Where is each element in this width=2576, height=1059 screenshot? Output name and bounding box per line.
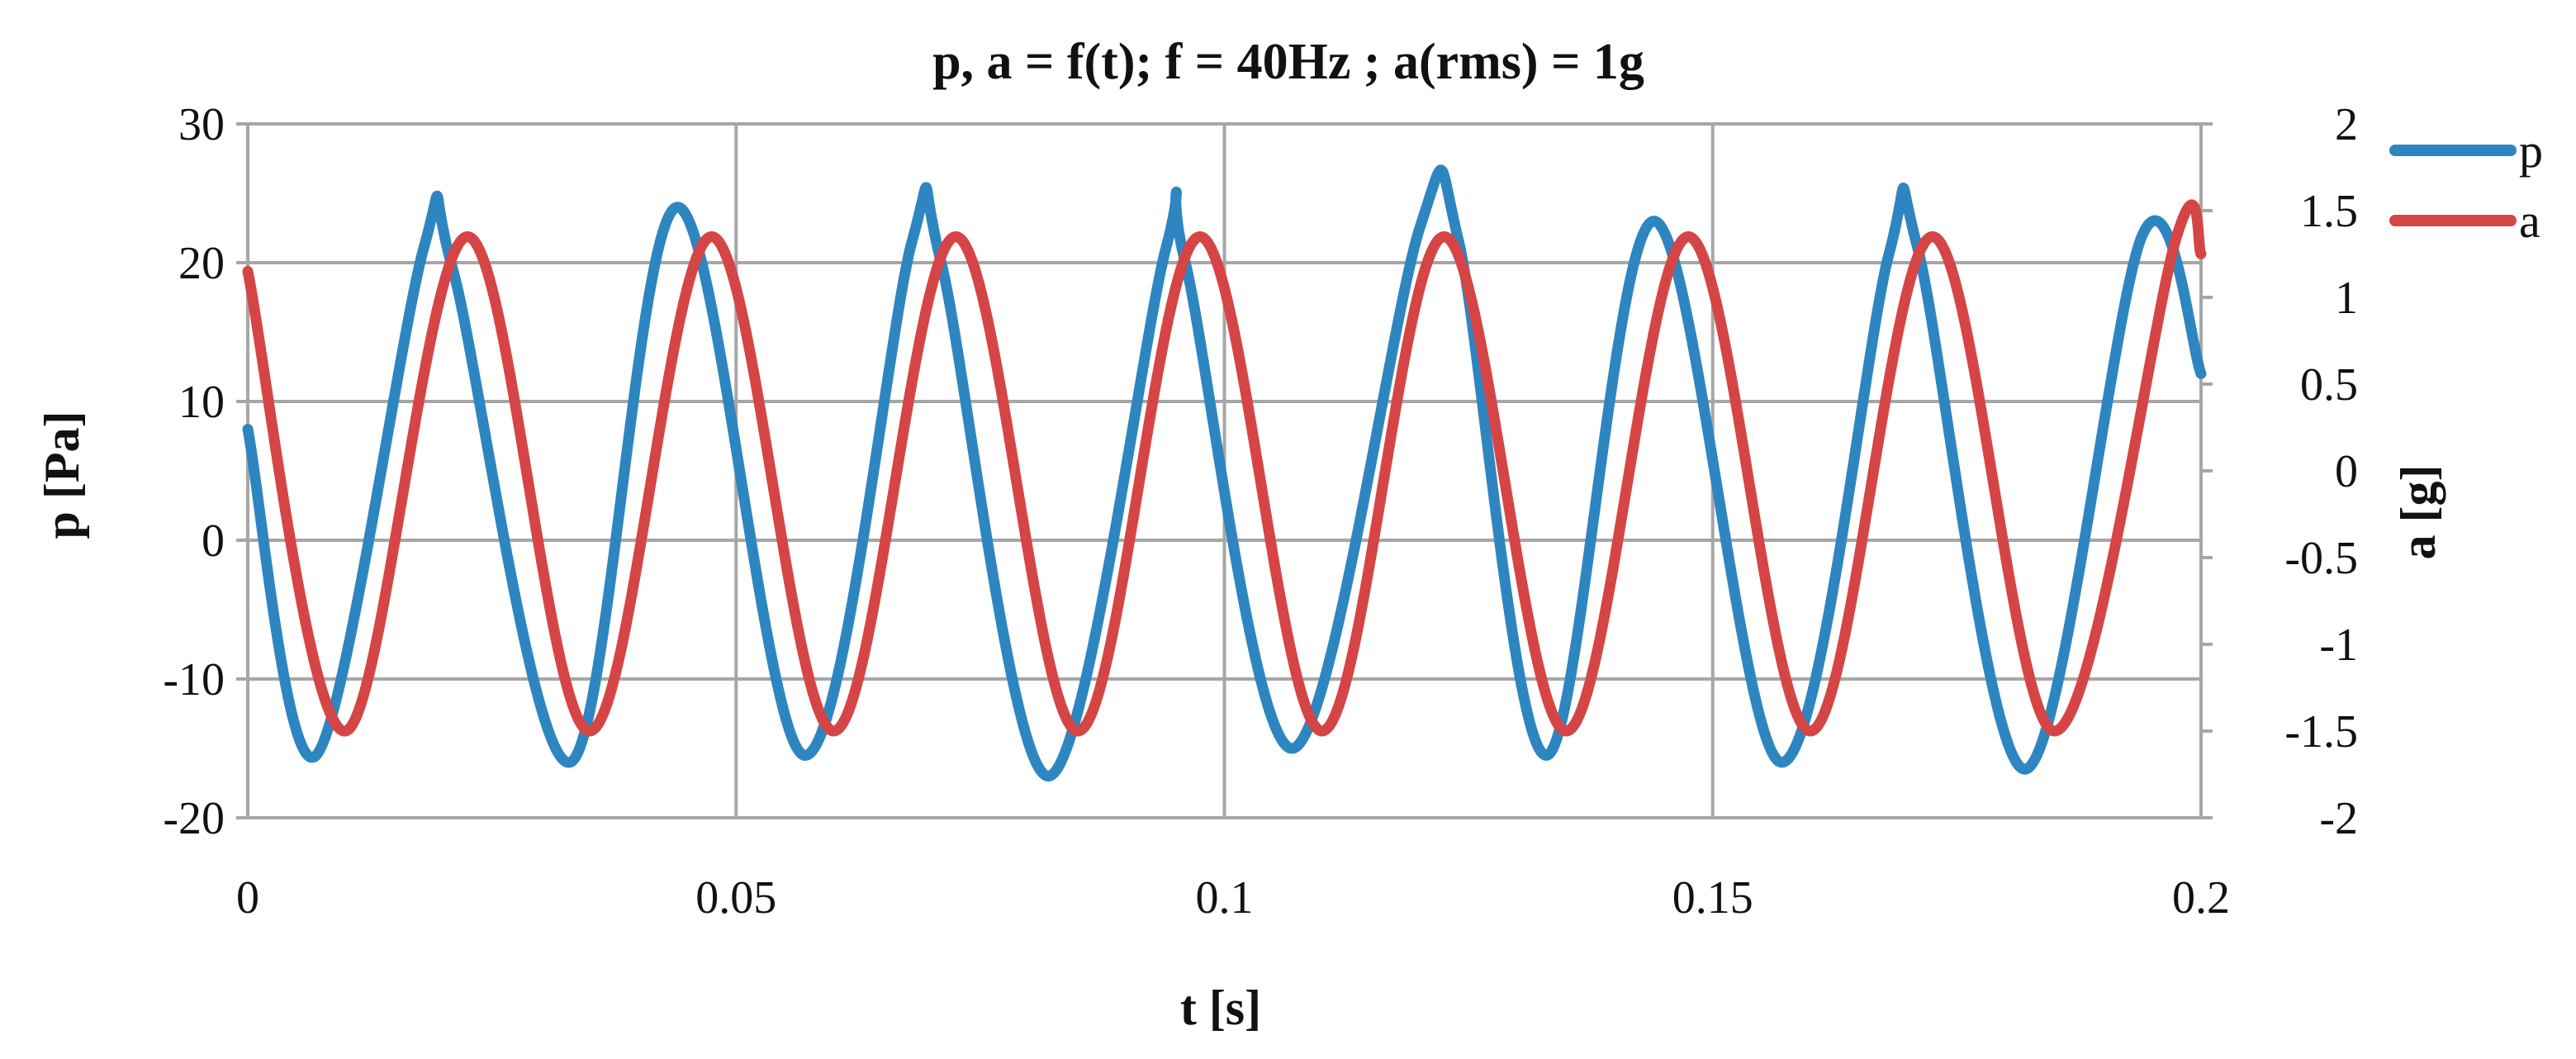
y-right-tick-label: -1 xyxy=(2319,620,2358,671)
legend: pa xyxy=(2389,124,2543,248)
series-lines xyxy=(242,164,2207,782)
x-axis-title: t [s] xyxy=(1180,981,1261,1035)
x-tick-label: 0.1 xyxy=(1196,872,1254,924)
legend-label-a: a xyxy=(2519,194,2540,248)
y-left-tick-label: 10 xyxy=(178,377,225,428)
series-line-p xyxy=(242,164,2207,782)
y-right-tick-label: -2 xyxy=(2319,793,2358,844)
y-axis-left-title: p [Pa] xyxy=(35,411,89,539)
x-tick-label: 0.05 xyxy=(695,872,776,924)
y-left-tick-label: 20 xyxy=(178,238,225,289)
chart-title: p, a = f(t); f = 40Hz ; a(rms) = 1g xyxy=(932,34,1644,90)
y-left-tick-label: -10 xyxy=(163,654,225,705)
y-right-tick-label: -0.5 xyxy=(2284,533,2358,584)
y-right-tick-label: 0 xyxy=(2335,446,2358,497)
x-tick-label: 0.15 xyxy=(1672,872,1753,924)
y-left-tick-label: 30 xyxy=(178,99,225,150)
x-tick-label: 0 xyxy=(236,872,259,924)
x-tick-label: 0.2 xyxy=(2172,872,2230,924)
y-right-tick-label: 1 xyxy=(2335,273,2358,324)
legend-label-p: p xyxy=(2519,124,2543,178)
y-right-tick-label: 2 xyxy=(2335,99,2358,150)
y-right-tick-label: -1.5 xyxy=(2284,706,2358,757)
y-right-tick-label: 1.5 xyxy=(2300,186,2358,237)
y-axis-right-title: a [g] xyxy=(2391,465,2446,560)
y-left-tick-label: -20 xyxy=(163,793,225,844)
y-right-tick-label: 0.5 xyxy=(2300,359,2358,411)
y-left-tick-label: 0 xyxy=(202,515,225,567)
series-line-a xyxy=(242,199,2207,737)
